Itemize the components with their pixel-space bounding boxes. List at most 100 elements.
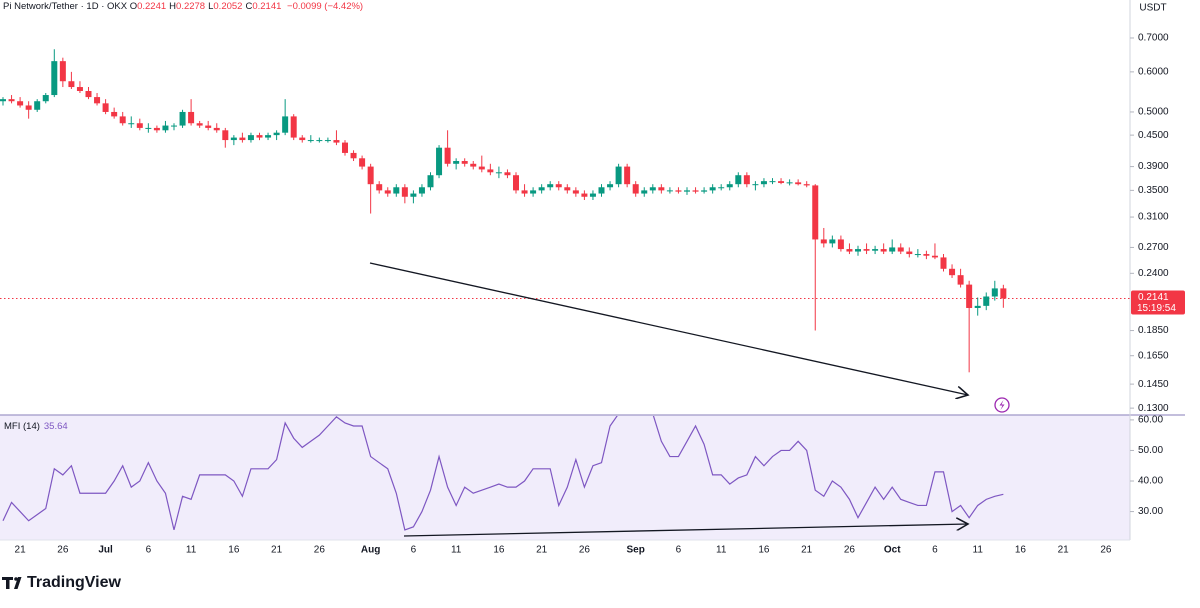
candle-body — [931, 255, 938, 258]
candle-body — [598, 187, 605, 194]
y-tick-label: 0.1650 — [1138, 350, 1169, 361]
candle-body — [470, 163, 477, 167]
candle-body — [213, 127, 220, 131]
x-tick-label: 11 — [973, 545, 984, 556]
candle-body — [547, 184, 554, 188]
candle-body — [111, 111, 118, 117]
candle-body — [820, 239, 827, 244]
candle-body — [889, 247, 896, 252]
x-tick-label: 16 — [493, 545, 505, 556]
candle-body — [393, 187, 400, 194]
candle-body — [504, 172, 511, 176]
candle-body — [0, 99, 6, 102]
y-tick-label: 0.1450 — [1138, 379, 1169, 390]
ohlc-key: C — [245, 1, 253, 12]
candle-body — [530, 190, 537, 194]
candle-body — [837, 239, 844, 250]
candle-body — [418, 187, 425, 194]
candle-body — [991, 288, 998, 297]
x-tick-label: 21 — [1058, 545, 1070, 556]
x-tick-label: 21 — [271, 545, 283, 556]
candle-body — [222, 130, 229, 141]
candle-body — [410, 193, 417, 197]
y-tick-label: 0.2700 — [1138, 242, 1169, 253]
candle-body — [949, 268, 956, 276]
candle-body — [538, 187, 545, 191]
candle-body — [974, 305, 981, 308]
candle-body — [812, 185, 819, 240]
candle-body — [803, 184, 810, 186]
candle-body — [615, 166, 622, 185]
candle-body — [624, 166, 631, 185]
y-tick-label: 0.1300 — [1138, 403, 1169, 414]
candle-body — [769, 181, 776, 183]
candle-body — [966, 284, 973, 308]
candle-body — [171, 125, 177, 127]
candle-body — [427, 175, 434, 188]
candle-body — [188, 111, 195, 124]
x-tick-label: Aug — [361, 545, 380, 556]
mfi-plot — [2, 416, 1004, 531]
x-tick-label: 6 — [411, 545, 417, 556]
x-tick-label: 11 — [186, 545, 197, 556]
candle-body — [205, 125, 212, 128]
mfi-last: 35.64 — [43, 421, 68, 432]
candle-body — [342, 142, 348, 153]
candle-body — [350, 152, 357, 159]
candle-body — [25, 105, 32, 110]
candle-body — [265, 135, 272, 138]
ohlc-value: 0.2241 — [137, 1, 167, 12]
x-tick-label: 21 — [801, 545, 813, 556]
candle-body — [239, 137, 246, 141]
candle-body — [666, 190, 673, 192]
x-tick-label: 16 — [228, 545, 240, 556]
candle-body — [247, 135, 254, 141]
y-tick-label: 0.7000 — [1138, 33, 1169, 44]
x-tick-label: 6 — [146, 545, 152, 556]
candle-body — [333, 140, 340, 143]
x-tick-label: 21 — [536, 545, 548, 556]
candle-body — [855, 249, 861, 252]
candle-body — [76, 87, 83, 92]
x-tick-label: 11 — [716, 545, 727, 556]
candle-body — [863, 249, 870, 251]
ohlc-value: 0.2141 — [252, 1, 282, 12]
candle-body — [658, 187, 665, 191]
ohlc-key: O — [129, 1, 138, 12]
candle-body — [589, 193, 596, 197]
ohlc-key: H — [169, 1, 177, 12]
candle-body — [726, 184, 733, 188]
candle-body — [17, 101, 24, 106]
x-tick-label: 6 — [676, 545, 682, 556]
candle-body — [1000, 288, 1007, 299]
candle-body — [119, 116, 126, 124]
candle-body — [461, 161, 468, 164]
candle-body — [555, 184, 562, 188]
candle-body — [632, 184, 639, 194]
candle-body — [786, 182, 793, 184]
candle-body — [701, 190, 708, 192]
candle-body — [581, 193, 588, 197]
candle-body — [709, 187, 716, 191]
candle-body — [230, 137, 237, 141]
candle-body — [384, 190, 391, 194]
candle-body — [760, 181, 767, 185]
ohlc-key: L — [208, 1, 214, 12]
y-tick-label: 0.6000 — [1138, 67, 1169, 78]
candle-body — [641, 190, 648, 194]
candle-body — [521, 190, 528, 194]
x-tick-label: 26 — [57, 545, 69, 556]
candle-body — [162, 125, 169, 131]
mfi-line — [2, 416, 1004, 531]
countdown-label: 15:19:54 — [1137, 303, 1176, 314]
y-tick-label: 0.5000 — [1138, 107, 1169, 118]
candle-body — [495, 172, 502, 174]
candle-body — [940, 257, 947, 269]
candle-body — [153, 127, 160, 131]
candle-body — [649, 187, 656, 191]
candle-body — [290, 116, 297, 138]
candle-body — [846, 249, 853, 252]
candle-body — [359, 158, 366, 167]
x-tick-label: Jul — [98, 545, 113, 556]
